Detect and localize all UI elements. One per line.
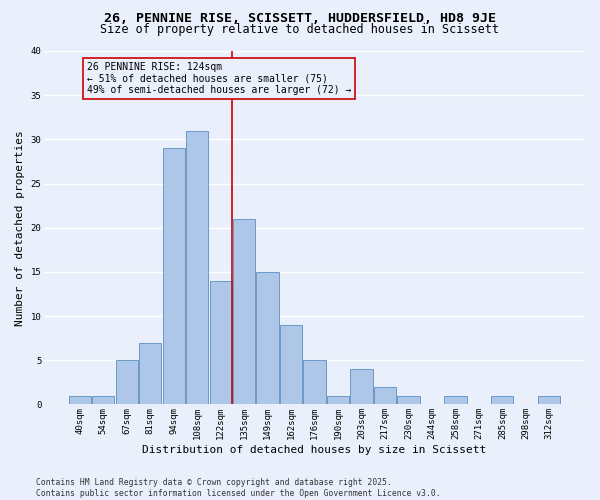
Bar (350, 369, 373, 404)
Bar (233, 219, 255, 404)
Bar (538, 396, 560, 404)
Bar (280, 325, 302, 404)
X-axis label: Distribution of detached houses by size in Scissett: Distribution of detached houses by size … (142, 445, 487, 455)
Y-axis label: Number of detached properties: Number of detached properties (15, 130, 25, 326)
Bar (397, 396, 419, 404)
Bar (374, 386, 396, 404)
Bar (209, 280, 232, 404)
Bar (92, 396, 115, 404)
Text: 26, PENNINE RISE, SCISSETT, HUDDERSFIELD, HD8 9JE: 26, PENNINE RISE, SCISSETT, HUDDERSFIELD… (104, 12, 496, 26)
Bar (163, 148, 185, 405)
Bar (139, 342, 161, 404)
Bar (491, 396, 514, 404)
Text: Contains HM Land Registry data © Crown copyright and database right 2025.
Contai: Contains HM Land Registry data © Crown c… (36, 478, 440, 498)
Bar (256, 272, 279, 404)
Bar (68, 396, 91, 404)
Bar (327, 396, 349, 404)
Bar (116, 360, 138, 405)
Text: 26 PENNINE RISE: 124sqm
← 51% of detached houses are smaller (75)
49% of semi-de: 26 PENNINE RISE: 124sqm ← 51% of detache… (87, 62, 351, 95)
Text: Size of property relative to detached houses in Scissett: Size of property relative to detached ho… (101, 22, 499, 36)
Bar (186, 130, 208, 404)
Bar (444, 396, 467, 404)
Bar (304, 360, 326, 405)
